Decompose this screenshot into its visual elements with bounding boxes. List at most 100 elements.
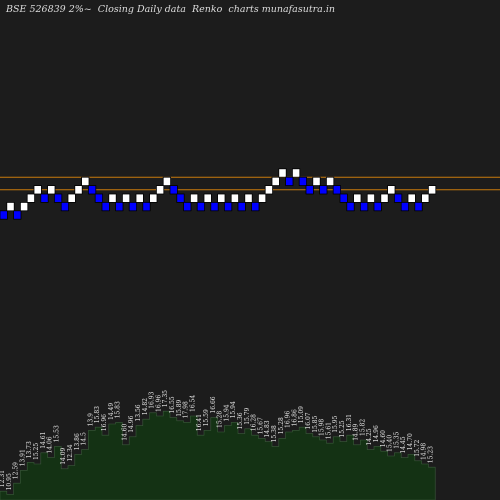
chart-title: BSE 526839 2%~ Closing Daily data Renko … — [6, 4, 336, 15]
volume-label: 15.98 — [319, 419, 326, 436]
volume-label: 16.96 — [101, 414, 108, 431]
down-brick — [88, 185, 97, 195]
down-brick — [339, 193, 348, 203]
volume-label: 16.28 — [251, 414, 258, 431]
renko-bricks — [0, 168, 437, 220]
volume-label: 15.23 — [427, 446, 434, 463]
volume-label: 16.96 — [155, 395, 162, 412]
volume-label: 15.79 — [244, 407, 251, 424]
up-brick — [387, 185, 396, 195]
down-brick — [251, 201, 260, 212]
up-brick — [149, 193, 158, 203]
volume-label: 15.59 — [203, 409, 210, 426]
volume-label: 15.25 — [33, 443, 40, 460]
down-brick — [40, 193, 49, 203]
volume-label: 12.31 — [0, 470, 6, 487]
down-brick — [346, 201, 355, 212]
down-brick — [142, 201, 151, 212]
down-brick — [319, 185, 328, 195]
up-brick — [427, 185, 437, 195]
volume-label: 13.9 — [87, 413, 94, 427]
down-brick — [60, 201, 70, 212]
down-brick — [101, 201, 110, 212]
volume-label: 16.41 — [196, 414, 203, 431]
volume-label: 14.60 — [380, 430, 387, 447]
volume-label: 17.35 — [162, 390, 169, 407]
down-brick — [223, 201, 233, 212]
volume-label: 14.82 — [142, 398, 149, 415]
up-brick — [230, 193, 239, 203]
down-brick — [176, 193, 185, 203]
volume-label: 15.38 — [271, 425, 278, 442]
volume-label: 13.56 — [135, 404, 142, 421]
down-brick — [128, 201, 137, 212]
volume-label: 13.86 — [74, 433, 81, 450]
down-brick — [237, 201, 246, 212]
volume-area — [0, 410, 436, 500]
volume-label: 14.60 — [121, 423, 128, 440]
volume-label: 15.67 — [257, 417, 264, 434]
volume-fill — [0, 410, 436, 500]
volume-label: 15.28 — [278, 417, 285, 434]
volume-label: 15.09 — [298, 406, 305, 423]
volume-label: 14.83 — [264, 420, 271, 437]
volume-label: 15.83 — [115, 401, 122, 418]
volume-label: 16.66 — [210, 396, 217, 413]
down-brick — [298, 176, 308, 186]
up-brick — [155, 185, 165, 195]
volume-label: 17.98 — [183, 401, 190, 418]
volume-label: 15.36 — [237, 412, 244, 429]
down-brick — [285, 176, 294, 186]
down-brick — [414, 201, 423, 212]
volume-label: 15.25 — [339, 420, 346, 437]
volume-label: 10.95 — [6, 473, 13, 490]
down-brick — [13, 210, 22, 220]
volume-label: 15.28 — [217, 411, 224, 428]
volume-label: 14.96 — [128, 415, 135, 432]
down-brick — [332, 185, 342, 195]
up-brick — [217, 193, 226, 203]
volume-label: 15.85 — [312, 415, 319, 432]
volume-label: 16.07 — [305, 412, 312, 429]
volume-label: 14.06 — [47, 436, 54, 453]
up-brick — [291, 168, 301, 178]
down-brick — [393, 193, 403, 203]
volume-label: 15.40 — [387, 435, 394, 452]
volume-label: 15.94 — [230, 401, 237, 418]
up-brick — [122, 193, 131, 203]
volume-label: 13.73 — [26, 441, 33, 458]
volume-label: 12.59 — [13, 462, 20, 479]
volume-label: 14.98 — [421, 443, 428, 460]
down-brick — [305, 185, 314, 195]
up-brick — [325, 176, 335, 186]
up-brick — [47, 185, 56, 195]
volume-label: 15.83 — [94, 406, 101, 423]
volume-label: 16.31 — [346, 414, 353, 431]
up-brick — [108, 193, 117, 203]
up-brick — [312, 176, 321, 186]
volume-label: 14.45 — [400, 436, 407, 453]
up-brick — [26, 193, 36, 203]
volume-label: 16.96 — [285, 411, 292, 428]
down-brick — [359, 201, 369, 212]
up-brick — [162, 176, 171, 186]
up-brick — [6, 201, 15, 212]
up-brick — [257, 193, 267, 203]
volume-label: 15.95 — [332, 415, 339, 432]
volume-label: 14.5 — [81, 432, 88, 446]
up-brick — [244, 193, 253, 203]
up-brick — [366, 193, 376, 203]
volume-label: 14.09 — [60, 447, 67, 464]
volume-label: 15.53 — [53, 425, 60, 442]
volume-label: 14.96 — [373, 425, 380, 442]
up-brick — [135, 193, 144, 203]
volume-label: 15.94 — [223, 404, 230, 421]
volume-label: 16.55 — [169, 396, 176, 413]
volume-label: 15.72 — [414, 439, 421, 456]
down-brick — [373, 201, 382, 212]
down-brick — [94, 193, 103, 203]
up-brick — [278, 168, 287, 178]
up-brick — [380, 193, 389, 203]
